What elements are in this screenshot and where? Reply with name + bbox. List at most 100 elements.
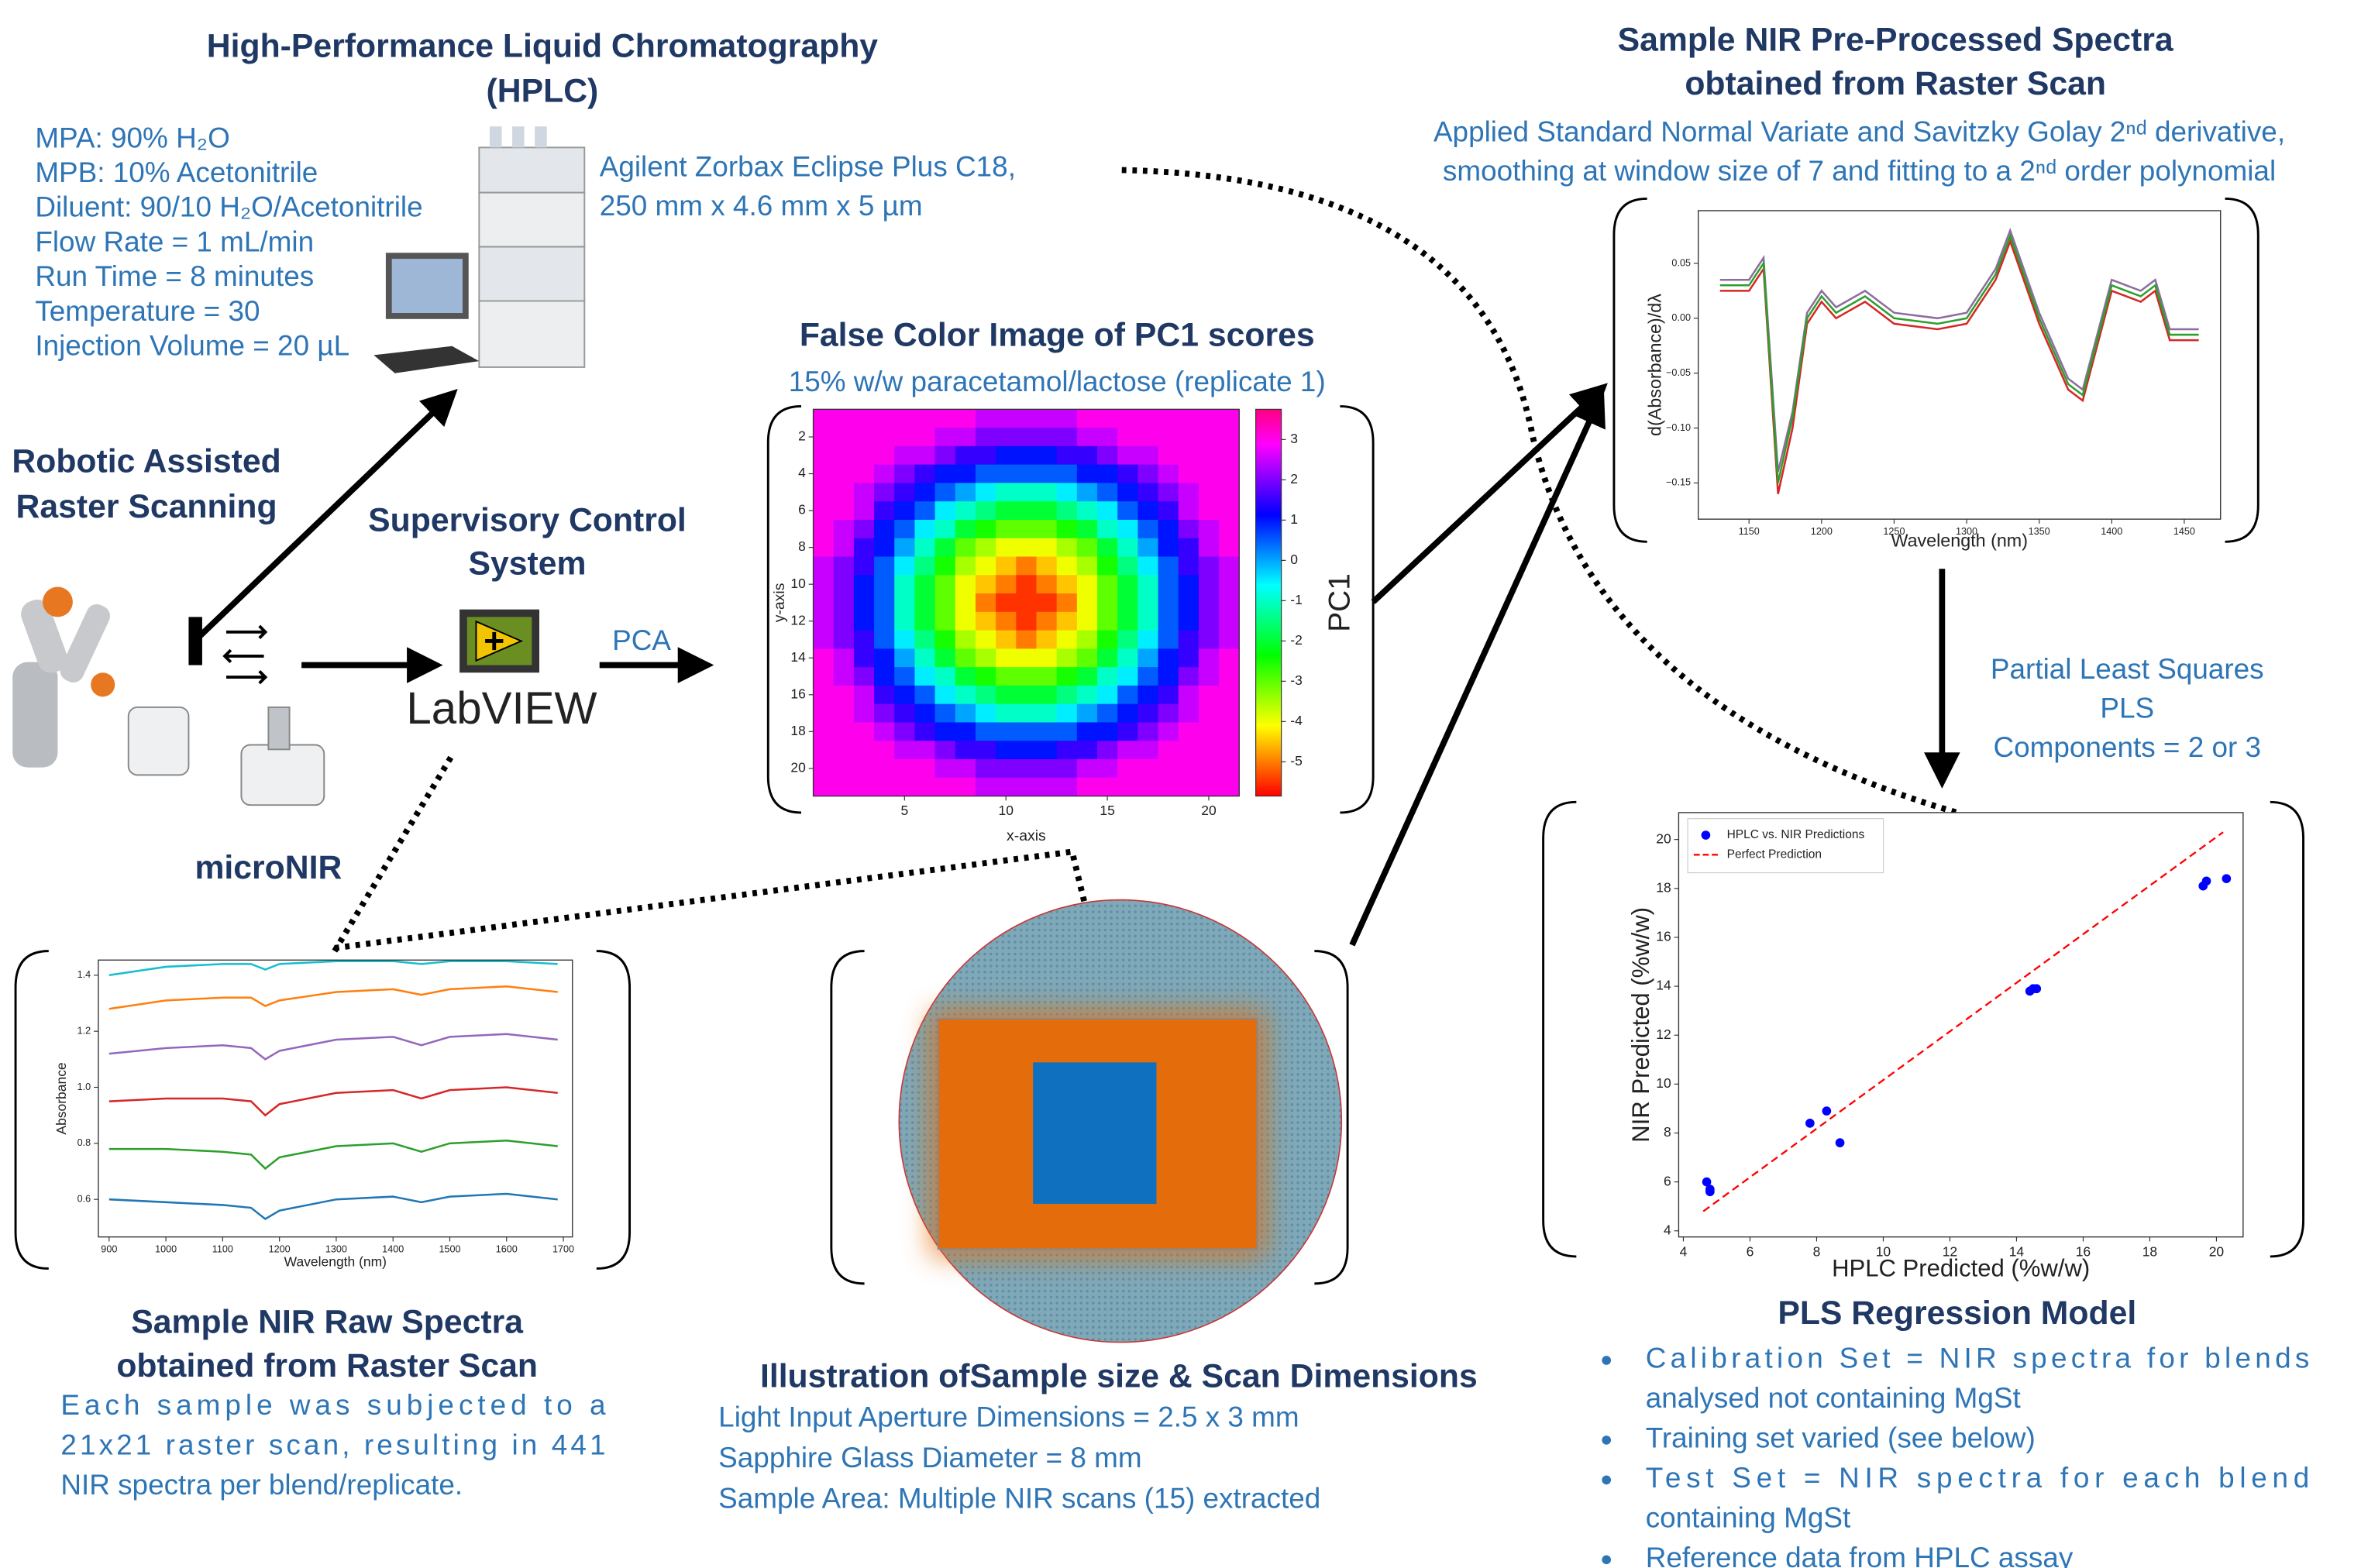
heat-cell — [854, 538, 875, 557]
heat-cell — [814, 501, 835, 520]
heat-cell — [935, 501, 956, 520]
text: High-Performance Liquid Chromatography — [207, 27, 879, 64]
text: Sample Area: Multiple NIR scans (15) ext… — [718, 1482, 1320, 1514]
heat-cell — [1077, 667, 1098, 686]
x-tick-label: 18 — [2142, 1243, 2157, 1259]
heat-cell — [834, 483, 855, 501]
heat-cell — [1057, 593, 1078, 612]
heat-cell — [874, 428, 895, 446]
text: PLS — [2100, 693, 2154, 724]
heat-cell — [1016, 501, 1037, 520]
y-tick-label: 14 — [790, 649, 806, 665]
y-tick-label: 12 — [1656, 1026, 1671, 1042]
arrow — [1373, 391, 1599, 602]
heat-cell — [854, 686, 875, 704]
robot-arm — [12, 587, 324, 806]
heat-cell — [1097, 667, 1118, 686]
heat-cell — [996, 722, 1017, 741]
heat-cell — [935, 667, 956, 686]
text: Illustration ofSample size & Scan Dimens… — [760, 1358, 1478, 1395]
heat-cell — [1137, 520, 1158, 538]
text: (HPLC) — [487, 73, 599, 110]
heat-cell — [935, 704, 956, 723]
heat-cell — [976, 483, 996, 501]
y-tick-label: 18 — [790, 723, 805, 738]
y-axis-label: y-axis — [771, 583, 788, 623]
y-tick-label: 6 — [798, 502, 806, 518]
colorbar-tick-label: -5 — [1290, 753, 1303, 769]
x-tick-label: 1200 — [1811, 526, 1833, 537]
chart: 3210-1-2-3-4-5PC151015202468101214161820… — [771, 409, 1357, 844]
heat-cell — [1158, 722, 1179, 741]
heat-cell — [914, 686, 935, 704]
heat-cell — [854, 778, 875, 796]
heat-cell — [1199, 612, 1220, 631]
heat-cell — [854, 593, 875, 612]
robot-base — [12, 662, 57, 768]
keyboard — [373, 346, 479, 373]
heat-cell — [1179, 593, 1199, 612]
x-tick-label: 6 — [1747, 1243, 1754, 1259]
text: 21x21 raster scan, resulting in 441 — [60, 1429, 605, 1460]
heat-cell — [1219, 648, 1240, 667]
colorbar-tick-label: 3 — [1290, 431, 1298, 446]
heat-cell — [834, 446, 855, 465]
heat-cell — [1199, 778, 1220, 796]
heat-cell — [976, 520, 996, 538]
heat-cell — [854, 465, 875, 483]
heat-cell — [1179, 483, 1199, 501]
heat-cell — [996, 686, 1017, 704]
heat-cell — [1219, 722, 1240, 741]
heat-cell — [1137, 446, 1158, 465]
heat-cell — [935, 612, 956, 631]
heat-cell — [1219, 704, 1240, 723]
heat-cell — [976, 778, 996, 796]
heat-cell — [1137, 428, 1158, 446]
text: Each sample was subjected to a — [60, 1389, 606, 1421]
heat-cell — [1219, 612, 1240, 631]
heat-cell — [814, 741, 835, 759]
heat-cell — [1179, 575, 1199, 593]
text: False Color Image of PC1 scores — [800, 316, 1315, 353]
heat-cell — [854, 759, 875, 778]
text: Raster Scanning — [16, 488, 277, 525]
legend-marker — [1702, 830, 1711, 840]
heat-cell — [996, 483, 1017, 501]
heat-cell — [1158, 593, 1179, 612]
heat-cell — [894, 428, 915, 446]
heat-cell — [834, 520, 855, 538]
heat-cell — [955, 722, 976, 741]
heat-cell — [1117, 612, 1138, 631]
heat-cell — [1179, 520, 1199, 538]
y-tick-label: 18 — [1656, 879, 1671, 895]
x-tick-label: 1350 — [2029, 526, 2050, 537]
heat-cell — [914, 538, 935, 557]
heat-cell — [1016, 520, 1037, 538]
heat-cell — [996, 667, 1017, 686]
heat-cell — [914, 446, 935, 465]
heat-cell — [834, 778, 855, 796]
heat-cell — [976, 428, 996, 446]
text: Training set varied (see below) — [1646, 1422, 2036, 1454]
instrument-module — [479, 247, 584, 301]
heat-cell — [1219, 557, 1240, 576]
heat-cell — [914, 593, 935, 612]
colorbar-tick-label: -3 — [1290, 672, 1303, 688]
heat-cell — [976, 648, 996, 667]
heat-cell — [996, 631, 1017, 649]
heat-cell — [874, 465, 895, 483]
heat-cell — [1097, 631, 1118, 649]
heat-cell — [1057, 446, 1078, 465]
heat-cell — [1117, 648, 1138, 667]
heat-cell — [1199, 631, 1220, 649]
heat-cell — [1057, 575, 1078, 593]
heat-cell — [1199, 446, 1220, 465]
scan-icon — [188, 617, 201, 665]
heat-cell — [1199, 575, 1220, 593]
heat-cell — [854, 575, 875, 593]
heat-cell — [1117, 520, 1138, 538]
labview-icon — [459, 610, 539, 673]
heat-cell — [976, 741, 996, 759]
heat-cell — [1016, 538, 1037, 557]
legend-label: Perfect Prediction — [1727, 848, 1822, 861]
